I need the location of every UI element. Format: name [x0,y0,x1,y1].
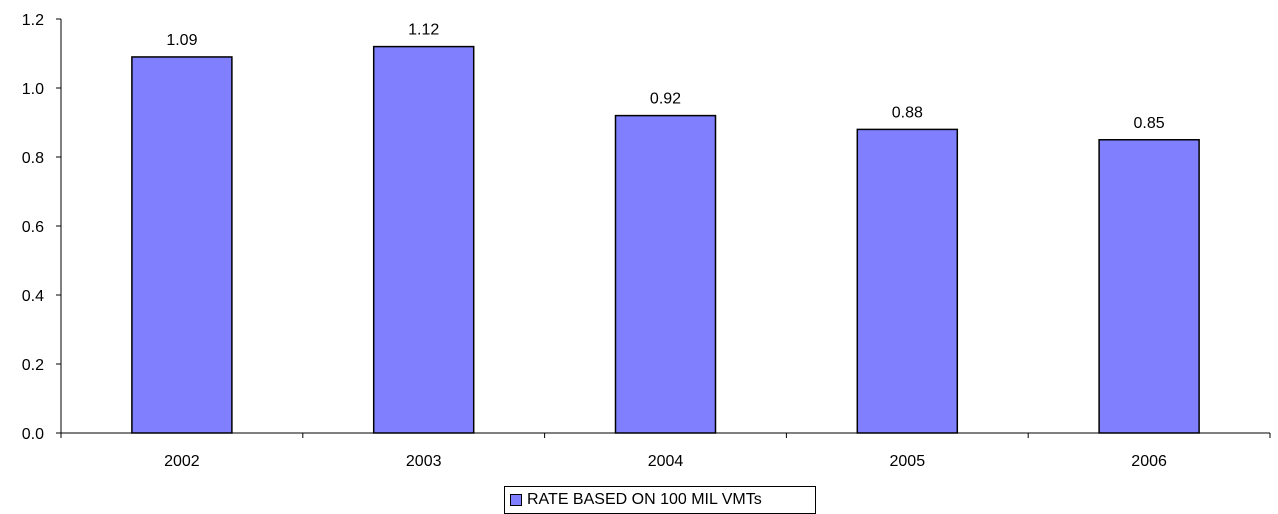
bar-2004 [616,116,716,433]
x-tick-label: 2006 [1131,453,1167,470]
legend-label: RATE BASED ON 100 MIL VMTs [527,491,762,509]
y-tick-label: 0.8 [22,150,44,167]
y-axis: 0.0 0.2 0.4 0.6 0.8 1.0 1.2 [22,12,61,443]
data-label: 1.12 [408,22,439,39]
bar-2006 [1099,140,1199,433]
legend-swatch [510,494,522,506]
y-tick-label: 1.2 [22,12,44,29]
x-axis: 2002 2003 2004 2005 2006 [61,433,1270,470]
bar-2002 [132,57,232,433]
data-label: 0.92 [650,91,681,108]
data-label: 0.85 [1134,115,1165,132]
data-label: 1.09 [166,32,197,49]
y-tick-label: 0.4 [22,288,44,305]
y-tick-label: 0.6 [22,219,44,236]
data-label: 0.88 [892,104,923,121]
bar-2005 [857,129,957,433]
y-tick-label: 0.0 [22,426,44,443]
legend: RATE BASED ON 100 MIL VMTs [504,486,816,514]
x-tick-label: 2002 [164,453,200,470]
x-tick-label: 2005 [890,453,926,470]
x-tick-label: 2003 [406,453,442,470]
bar-2003 [374,47,474,433]
y-tick-label: 0.2 [22,357,44,374]
x-tick-label: 2004 [648,453,684,470]
y-tick-label: 1.0 [22,81,44,98]
